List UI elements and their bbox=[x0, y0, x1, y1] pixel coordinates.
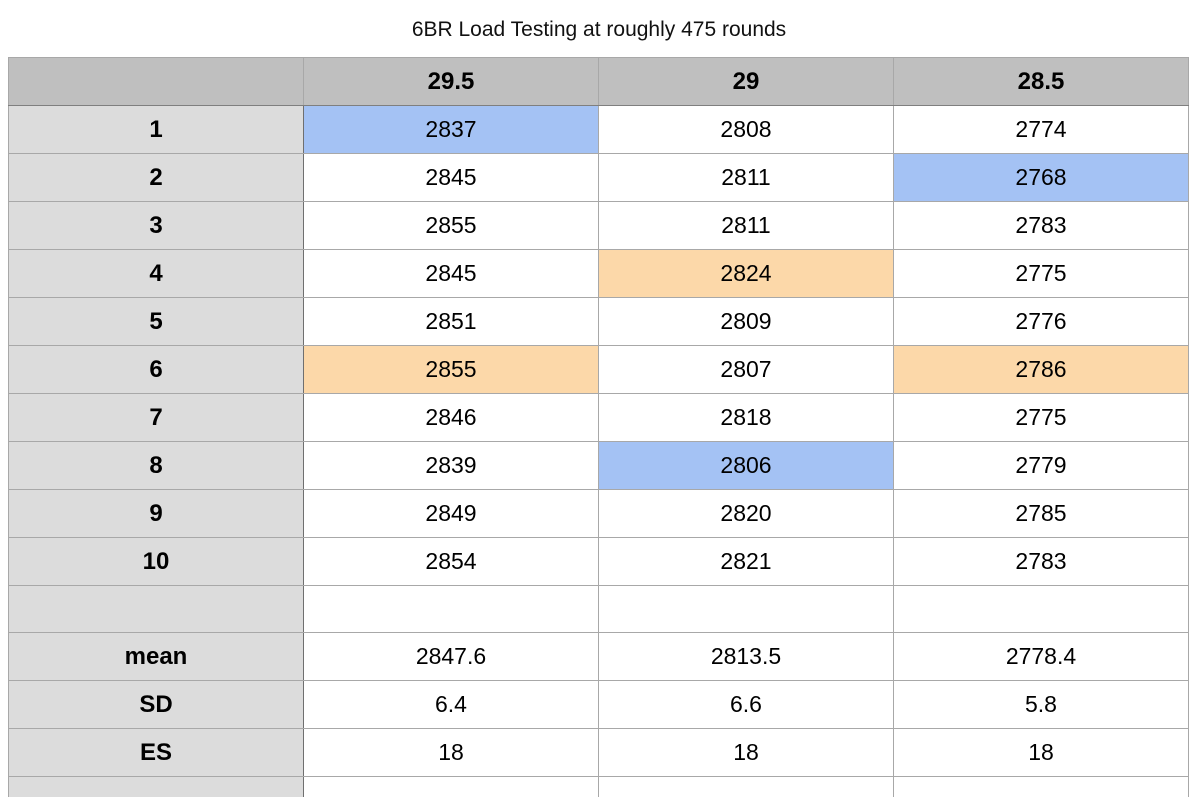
table-cell[interactable]: 2854 bbox=[304, 538, 599, 586]
table-cell[interactable]: 2786 bbox=[894, 346, 1189, 394]
row-header[interactable]: 1 bbox=[9, 106, 304, 154]
table-cell[interactable]: 5.8 bbox=[894, 681, 1189, 729]
table-cell[interactable]: 2776 bbox=[894, 298, 1189, 346]
table-cell[interactable]: 2845 bbox=[304, 154, 599, 202]
row-header[interactable]: 6 bbox=[9, 346, 304, 394]
table-cell[interactable]: 18 bbox=[304, 729, 599, 777]
table-cell[interactable]: 2806 bbox=[599, 442, 894, 490]
table-cell[interactable]: 18 bbox=[894, 729, 1189, 777]
table-cell[interactable]: 2775 bbox=[894, 250, 1189, 298]
table-cell[interactable]: 2851 bbox=[304, 298, 599, 346]
table-cell[interactable]: 2783 bbox=[894, 202, 1189, 250]
column-header-29-5[interactable]: 29.5 bbox=[304, 58, 599, 106]
spacer-row bbox=[9, 586, 1189, 633]
sheet-title: 6BR Load Testing at roughly 475 rounds bbox=[0, 18, 1198, 42]
row-header[interactable]: mean bbox=[9, 633, 304, 681]
column-header-28-5[interactable]: 28.5 bbox=[894, 58, 1189, 106]
row-header[interactable]: SD bbox=[9, 681, 304, 729]
row-header[interactable]: 10 bbox=[9, 538, 304, 586]
table-cell[interactable] bbox=[599, 777, 894, 797]
table-cell[interactable]: 2847.6 bbox=[304, 633, 599, 681]
table-cell[interactable]: 6.4 bbox=[304, 681, 599, 729]
table-cell[interactable] bbox=[599, 586, 894, 633]
table-cell[interactable] bbox=[304, 777, 599, 797]
table-cell[interactable]: 2821 bbox=[599, 538, 894, 586]
row-header[interactable]: 9 bbox=[9, 490, 304, 538]
table-cell[interactable]: 2768 bbox=[894, 154, 1189, 202]
row-header[interactable] bbox=[9, 777, 304, 797]
table-cell[interactable]: 2809 bbox=[599, 298, 894, 346]
row-header[interactable] bbox=[9, 586, 304, 633]
table-cell[interactable]: 2785 bbox=[894, 490, 1189, 538]
table-cell[interactable]: 2818 bbox=[599, 394, 894, 442]
table-cell[interactable]: 2845 bbox=[304, 250, 599, 298]
table-cell[interactable]: 6.6 bbox=[599, 681, 894, 729]
table-cell[interactable]: 2774 bbox=[894, 106, 1189, 154]
table-cell[interactable] bbox=[894, 777, 1189, 797]
table-cell[interactable]: 2855 bbox=[304, 202, 599, 250]
table-cell[interactable]: 2775 bbox=[894, 394, 1189, 442]
table-cell[interactable] bbox=[894, 586, 1189, 633]
table-cell[interactable]: 2811 bbox=[599, 154, 894, 202]
table-cell[interactable]: 18 bbox=[599, 729, 894, 777]
table-cell[interactable]: 2846 bbox=[304, 394, 599, 442]
table-cell[interactable]: 2813.5 bbox=[599, 633, 894, 681]
header-row: 29.5 29 28.5 bbox=[9, 58, 1189, 106]
table-cell[interactable]: 2824 bbox=[599, 250, 894, 298]
table-cell[interactable] bbox=[304, 586, 599, 633]
corner-cell[interactable] bbox=[9, 58, 304, 106]
table-cell[interactable]: 2849 bbox=[304, 490, 599, 538]
table-cell[interactable]: 2820 bbox=[599, 490, 894, 538]
row-header[interactable]: 7 bbox=[9, 394, 304, 442]
row-header[interactable]: 2 bbox=[9, 154, 304, 202]
spacer-row bbox=[9, 777, 1189, 797]
row-header[interactable]: 4 bbox=[9, 250, 304, 298]
table-cell[interactable]: 2839 bbox=[304, 442, 599, 490]
row-header[interactable]: 5 bbox=[9, 298, 304, 346]
table-cell[interactable]: 2807 bbox=[599, 346, 894, 394]
row-header[interactable]: 8 bbox=[9, 442, 304, 490]
table-cell[interactable]: 2779 bbox=[894, 442, 1189, 490]
table-cell[interactable]: 2808 bbox=[599, 106, 894, 154]
table-cell[interactable]: 2811 bbox=[599, 202, 894, 250]
table-cell[interactable]: 2855 bbox=[304, 346, 599, 394]
table-cell[interactable]: 2778.4 bbox=[894, 633, 1189, 681]
table-cell[interactable]: 2783 bbox=[894, 538, 1189, 586]
table-cell[interactable]: 2837 bbox=[304, 106, 599, 154]
column-header-29[interactable]: 29 bbox=[599, 58, 894, 106]
row-header[interactable]: ES bbox=[9, 729, 304, 777]
row-header[interactable]: 3 bbox=[9, 202, 304, 250]
